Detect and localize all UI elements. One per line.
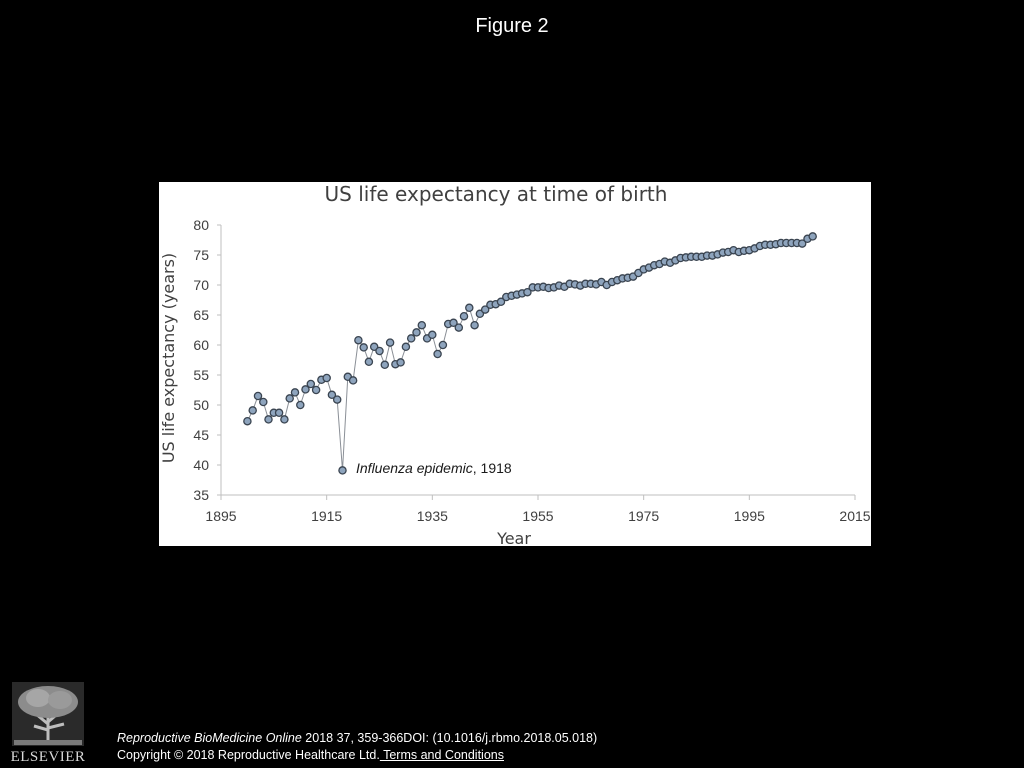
y-tick-label: 60 <box>193 337 209 353</box>
elsevier-logo: ELSEVIER <box>8 680 88 768</box>
data-point <box>454 323 464 332</box>
data-point <box>301 385 310 394</box>
data-point <box>433 349 442 359</box>
data-point <box>797 239 807 248</box>
data-point <box>385 338 395 347</box>
data-point <box>253 391 263 401</box>
data-point <box>290 388 300 397</box>
data-point <box>364 357 374 367</box>
x-tick-label: 1935 <box>417 508 448 524</box>
data-point <box>243 416 252 426</box>
x-tick-label: 1895 <box>205 508 236 524</box>
data-point <box>449 318 458 328</box>
terms-and-conditions-link[interactable]: Terms and Conditions <box>379 748 504 762</box>
y-tick-label: 45 <box>193 427 209 443</box>
y-tick-label: 35 <box>193 487 209 503</box>
data-point <box>417 320 427 330</box>
data-point <box>465 303 474 313</box>
data-point <box>470 320 479 330</box>
axes <box>217 224 856 500</box>
citation: Reproductive BioMedicine Online 2018 37,… <box>117 731 597 745</box>
data-point <box>332 395 342 404</box>
y-axis-label: US life expectancy (years) <box>159 253 178 463</box>
x-tick-label: 2015 <box>839 508 870 524</box>
y-tick-label: 80 <box>193 217 209 233</box>
data-point <box>380 360 390 370</box>
y-tick-label: 40 <box>193 457 209 473</box>
data-point <box>311 385 321 395</box>
copyright-text: Copyright © 2018 Reproductive Healthcare… <box>117 748 380 762</box>
chart-panel: US life expectancy at time of birth US l… <box>159 182 871 546</box>
elsevier-tree-logo-icon <box>12 682 84 746</box>
data-point <box>306 379 316 389</box>
data-point <box>396 358 405 367</box>
influenza-annotation: Influenza epidemic, 1918 <box>356 460 512 476</box>
data-point <box>406 334 416 343</box>
chart-title: US life expectancy at time of birth <box>325 182 668 206</box>
data-point <box>412 328 421 337</box>
y-tick-label: 70 <box>193 277 209 293</box>
data-point <box>285 394 294 403</box>
tick-labels: 35 40 45 50 55 60 65 70 75 80 1895 1915 1935 1955 1975… <box>193 217 870 524</box>
figure-title: Figure 2 <box>475 15 549 37</box>
data-point <box>401 342 411 352</box>
data-point <box>496 297 506 307</box>
data-point <box>348 376 358 385</box>
x-tick-label: 1955 <box>522 508 553 524</box>
journal-name: Reproductive BioMedicine Online <box>117 731 302 745</box>
data-point <box>280 415 289 424</box>
data-point <box>327 390 337 400</box>
x-tick-label: 1995 <box>734 508 765 524</box>
data-point <box>264 415 273 424</box>
data-point <box>338 466 347 475</box>
data-point <box>808 232 817 241</box>
y-tick-label: 75 <box>193 247 209 263</box>
data-point <box>480 305 490 314</box>
y-tick-label: 65 <box>193 307 209 323</box>
data-point <box>322 373 331 383</box>
x-tick-label: 1975 <box>628 508 659 524</box>
annotation-year-text: , 1918 <box>473 460 512 476</box>
annotation-italic-text: Influenza epidemic <box>356 460 473 476</box>
data-point <box>274 408 284 418</box>
data-point <box>259 397 268 407</box>
x-axis-label: Year <box>496 529 531 546</box>
elsevier-wordmark: ELSEVIER <box>10 749 86 765</box>
copyright-line: Copyright © 2018 Reproductive Healthcare… <box>117 748 504 762</box>
data-point <box>438 340 448 350</box>
data-point <box>375 346 384 356</box>
citation-details: 2018 37, 359-366DOI: (10.1016/j.rbmo.201… <box>301 731 598 745</box>
y-tick-label: 55 <box>193 367 209 383</box>
x-tick-label: 1915 <box>311 508 342 524</box>
data-point <box>354 335 363 345</box>
data-point <box>296 400 305 410</box>
data-markers <box>243 232 817 475</box>
data-point <box>248 406 257 415</box>
series-line <box>246 235 813 471</box>
data-point <box>428 330 437 340</box>
data-point <box>459 311 469 321</box>
data-point <box>523 287 532 297</box>
y-tick-label: 50 <box>193 397 209 413</box>
data-point <box>359 343 368 352</box>
life-expectancy-chart: US life expectancy at time of birth US l… <box>159 182 871 546</box>
